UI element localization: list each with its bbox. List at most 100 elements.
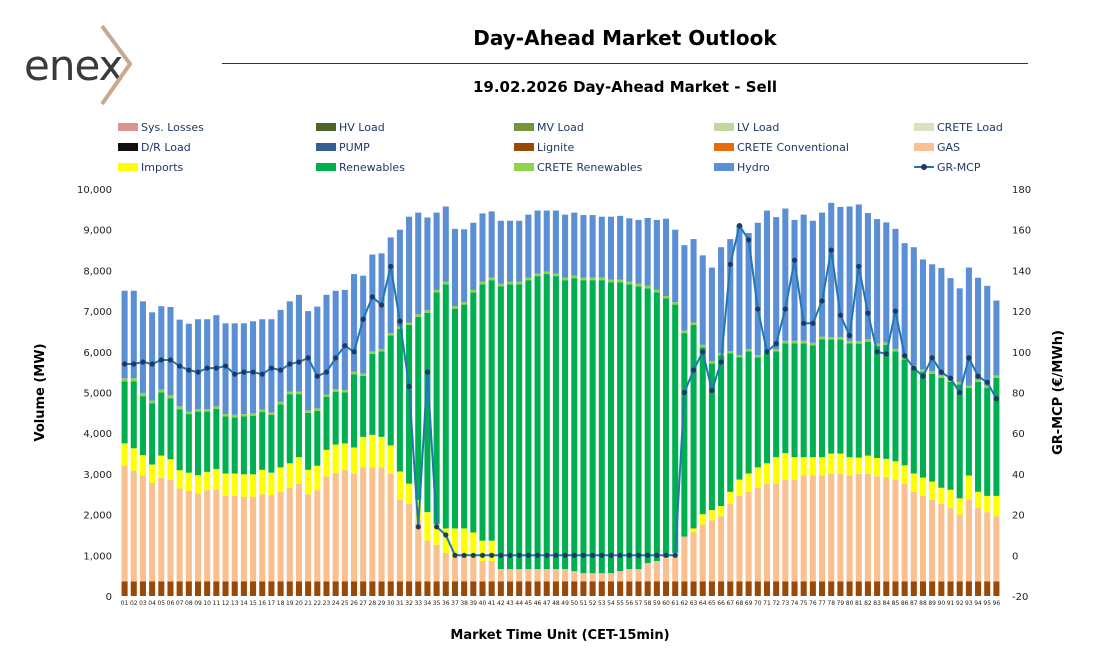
bar-gas: [681, 536, 688, 582]
gr-mcp-point: [131, 361, 137, 367]
x-tick-label: 48: [552, 600, 560, 607]
bar-renewables: [910, 367, 917, 474]
x-tick-label: 75: [800, 600, 808, 607]
bar-gas: [718, 516, 725, 582]
x-tick-label: 15: [249, 600, 257, 607]
bar-imports: [158, 455, 165, 478]
bar-hydro: [809, 220, 816, 343]
gr-mcp-point: [736, 223, 743, 229]
bar-renewables: [892, 351, 899, 462]
bar-crete-renewables: [800, 340, 807, 344]
bar-gas: [451, 556, 458, 582]
bar-renewables: [837, 339, 844, 454]
bar-imports: [745, 473, 752, 492]
bar-lignite: [938, 581, 945, 596]
x-tick-label: 51: [580, 600, 588, 607]
bar-imports: [727, 491, 734, 505]
bar-crete-renewables: [975, 379, 982, 382]
legend-swatch: [914, 162, 934, 172]
bar-renewables: [626, 284, 633, 570]
legend-label: Imports: [141, 160, 184, 174]
bar-group: [121, 202, 1000, 596]
x-tick-label: 11: [213, 600, 221, 607]
bar-lignite: [947, 581, 954, 596]
bar-renewables: [653, 292, 660, 561]
bar-crete-renewables: [442, 281, 449, 285]
legend-item-mv-load: MV Load: [514, 119, 584, 135]
bar-crete-renewables: [754, 355, 761, 358]
bar-renewables: [149, 403, 156, 465]
bar-lignite: [598, 581, 605, 596]
bar-lignite: [525, 581, 532, 596]
bar-hydro: [571, 212, 578, 276]
gr-mcp-point: [645, 552, 651, 558]
bar-imports: [773, 457, 780, 484]
x-tick-label: 44: [515, 600, 523, 607]
bar-hydro: [360, 275, 367, 374]
y2-tick-label: 180: [1012, 185, 1031, 196]
legend-label: GAS: [937, 140, 961, 154]
gr-mcp-point: [773, 341, 779, 347]
bar-lignite: [176, 581, 183, 596]
gr-mcp-point: [782, 306, 788, 312]
bar-crete-renewables: [846, 340, 853, 344]
bar-lignite: [461, 581, 468, 596]
x-tick-label: 63: [690, 600, 698, 607]
bar-lignite: [167, 581, 174, 596]
gr-mcp-point: [516, 552, 522, 558]
bar-crete-renewables: [571, 275, 578, 279]
bar-hydro: [965, 267, 972, 386]
gr-mcp-point: [149, 361, 155, 367]
bar-imports: [250, 474, 257, 497]
bar-gas: [874, 476, 881, 582]
bar-hydro: [929, 264, 936, 372]
bar-gas: [525, 569, 532, 582]
bar-lignite: [488, 581, 495, 596]
bar-lignite: [828, 581, 835, 596]
legend-label: Hydro: [737, 160, 770, 174]
x-tick-label: 42: [497, 600, 505, 607]
gr-mcp-point: [690, 367, 697, 373]
gr-mcp-point: [305, 355, 311, 361]
bar-lignite: [158, 581, 165, 596]
bar-imports: [699, 514, 706, 525]
bar-gas: [552, 569, 559, 582]
gr-mcp-point: [617, 552, 623, 558]
bar-hydro: [277, 309, 284, 402]
bar-hydro: [819, 212, 826, 337]
legend-item-lv-load: LV Load: [714, 119, 779, 135]
gr-mcp-point: [296, 359, 302, 365]
bar-hydro: [552, 210, 559, 274]
bar-renewables: [323, 396, 330, 450]
bar-hydro: [626, 218, 633, 282]
y2-tick-label: 40: [1012, 470, 1025, 481]
legend-label: Renewables: [339, 160, 405, 174]
bar-gas: [754, 487, 761, 582]
bar-lignite: [736, 581, 743, 596]
bar-renewables: [387, 335, 394, 446]
legend-swatch: [514, 163, 534, 171]
bar-gas: [901, 483, 908, 582]
bar-imports: [341, 443, 348, 470]
bar-renewables: [855, 343, 862, 458]
bar-imports: [259, 469, 266, 495]
x-tick-label: 59: [653, 600, 661, 607]
x-tick-label: 50: [570, 600, 578, 607]
bar-crete-renewables: [470, 289, 477, 293]
x-tick-label: 13: [231, 600, 239, 607]
bar-imports: [919, 477, 927, 496]
bar-lignite: [892, 581, 899, 596]
bar-hydro: [130, 290, 137, 379]
bar-lignite: [415, 581, 422, 596]
bar-renewables: [773, 351, 780, 458]
x-tick-label: 81: [855, 600, 863, 607]
bar-crete-renewables: [782, 340, 789, 344]
bar-lignite: [470, 581, 477, 596]
bar-imports: [406, 483, 413, 505]
bar-crete-renewables: [727, 350, 734, 354]
gr-mcp-point: [911, 365, 917, 371]
bar-crete-renewables: [415, 314, 422, 317]
bar-crete-renewables: [543, 271, 550, 275]
page-subtitle: 19.02.2026 Day-Ahead Market - Sell: [472, 78, 778, 96]
x-tick-label: 21: [304, 600, 312, 607]
